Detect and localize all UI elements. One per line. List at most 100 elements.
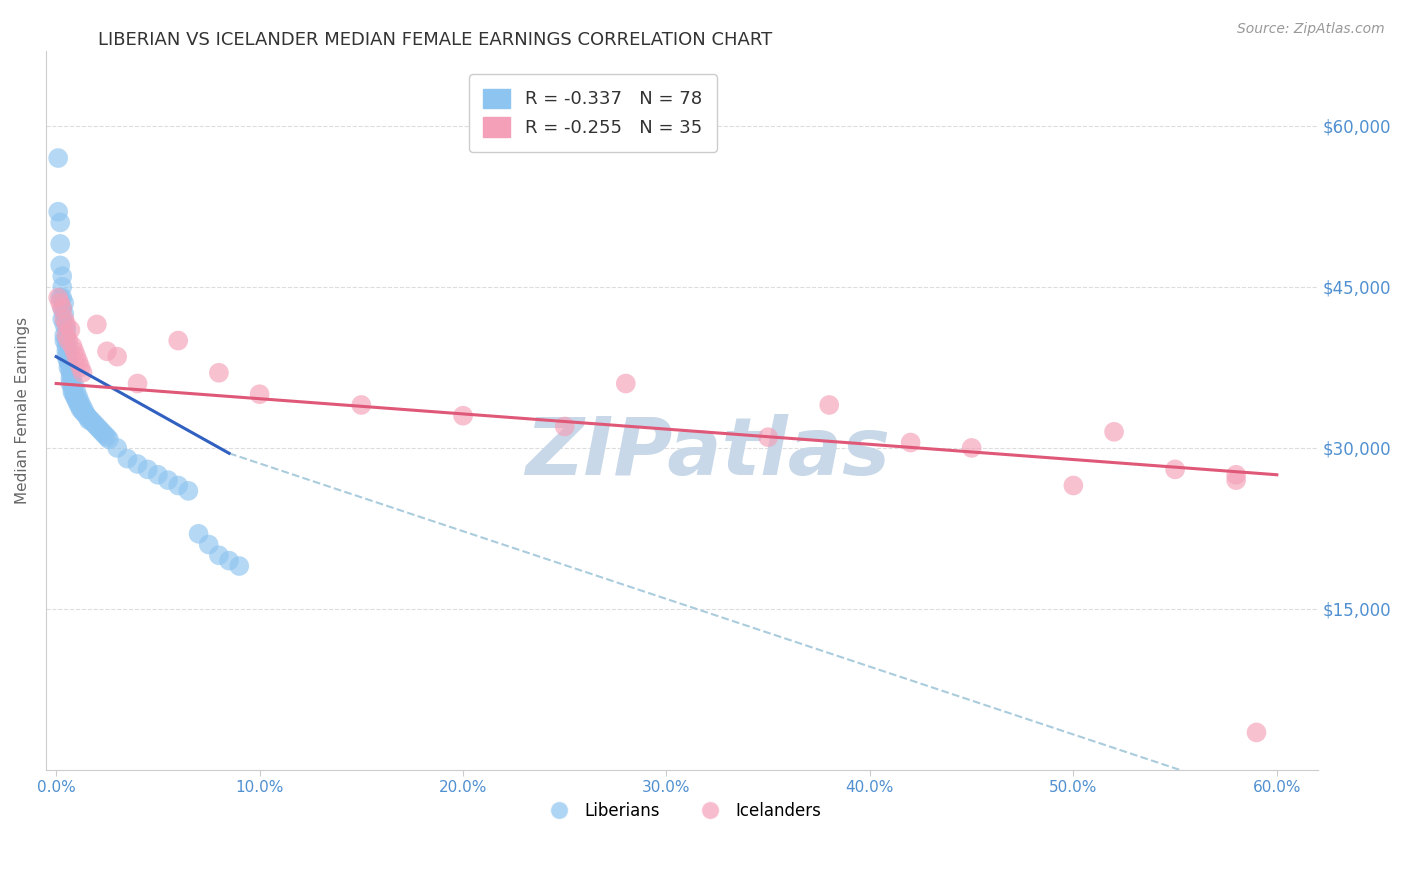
Point: [65, 350, 87, 364]
Point: [51, 301, 73, 316]
Point: [53, 307, 76, 321]
Point: [63, 344, 86, 359]
Point: [55, 323, 77, 337]
Point: [94, 428, 117, 442]
Point: [58, 355, 80, 369]
Point: [208, 549, 231, 563]
Point: [900, 435, 922, 450]
Point: [90, 424, 112, 438]
Point: [62, 378, 84, 392]
Point: [76, 409, 98, 423]
Point: [51, 280, 73, 294]
Point: [218, 554, 240, 568]
Point: [72, 400, 94, 414]
Point: [82, 415, 104, 429]
Point: [105, 350, 128, 364]
Point: [72, 366, 94, 380]
Point: [96, 430, 118, 444]
Point: [46, 204, 69, 219]
Point: [76, 409, 98, 423]
Point: [91, 425, 114, 440]
Point: [69, 400, 91, 414]
Point: [1102, 425, 1125, 439]
Point: [65, 385, 87, 400]
Point: [63, 378, 86, 392]
Point: [63, 387, 86, 401]
Point: [59, 371, 82, 385]
Point: [58, 360, 80, 375]
Point: [53, 334, 76, 348]
Point: [167, 334, 190, 348]
Point: [127, 457, 149, 471]
Point: [1225, 467, 1247, 482]
Point: [49, 259, 72, 273]
Y-axis label: Median Female Earnings: Median Female Earnings: [15, 317, 30, 504]
Point: [55, 334, 77, 348]
Point: [51, 312, 73, 326]
Point: [86, 419, 108, 434]
Point: [1062, 478, 1084, 492]
Point: [197, 537, 219, 551]
Point: [62, 339, 84, 353]
Point: [96, 344, 118, 359]
Point: [53, 328, 76, 343]
Point: [67, 396, 90, 410]
Point: [756, 430, 779, 444]
Point: [554, 419, 576, 434]
Point: [63, 389, 86, 403]
Point: [62, 371, 84, 385]
Point: [960, 441, 983, 455]
Point: [67, 398, 90, 412]
Point: [69, 402, 91, 417]
Point: [72, 404, 94, 418]
Point: [83, 417, 105, 432]
Point: [1225, 473, 1247, 487]
Point: [117, 451, 139, 466]
Point: [98, 433, 121, 447]
Point: [105, 441, 128, 455]
Point: [157, 473, 180, 487]
Point: [818, 398, 841, 412]
Text: LIBERIAN VS ICELANDER MEDIAN FEMALE EARNINGS CORRELATION CHART: LIBERIAN VS ICELANDER MEDIAN FEMALE EARN…: [98, 31, 773, 49]
Point: [1164, 462, 1187, 476]
Point: [86, 318, 108, 332]
Point: [146, 467, 169, 482]
Point: [53, 318, 76, 332]
Point: [249, 387, 271, 401]
Point: [69, 360, 91, 375]
Point: [167, 478, 190, 492]
Point: [73, 407, 96, 421]
Point: [127, 376, 149, 391]
Point: [69, 396, 91, 410]
Text: Source: ZipAtlas.com: Source: ZipAtlas.com: [1237, 22, 1385, 37]
Point: [614, 376, 637, 391]
Point: [49, 215, 72, 229]
Point: [46, 291, 69, 305]
Point: [51, 269, 73, 284]
Point: [59, 366, 82, 380]
Point: [77, 413, 100, 427]
Point: [80, 413, 103, 427]
Point: [46, 151, 69, 165]
Point: [55, 339, 77, 353]
Point: [58, 334, 80, 348]
Point: [1246, 725, 1268, 739]
Point: [67, 391, 90, 405]
Point: [59, 323, 82, 337]
Point: [73, 404, 96, 418]
Point: [59, 363, 82, 377]
Point: [53, 312, 76, 326]
Point: [49, 291, 72, 305]
Point: [55, 344, 77, 359]
Point: [177, 483, 200, 498]
Point: [208, 366, 231, 380]
Point: [62, 385, 84, 400]
Point: [65, 393, 87, 408]
Point: [77, 410, 100, 425]
Point: [58, 355, 80, 369]
Point: [228, 559, 250, 574]
Point: [53, 296, 76, 310]
Point: [51, 291, 73, 305]
Point: [55, 350, 77, 364]
Point: [65, 392, 87, 406]
